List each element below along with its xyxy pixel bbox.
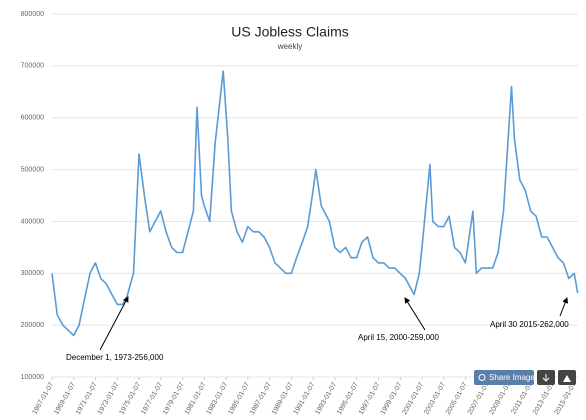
x-tick-label: 1997-01-07 xyxy=(358,381,382,416)
x-tick-label: 2009-01-07 xyxy=(488,381,512,416)
x-tick-label: 2015-01-07 xyxy=(554,381,578,416)
x-tick-label: 1985-01-07 xyxy=(227,381,251,416)
y-tick-label: 300000 xyxy=(21,270,44,277)
x-tick-label: 1975-01-07 xyxy=(118,381,142,416)
arrow xyxy=(99,296,129,351)
x-tick-label: 1973-01-07 xyxy=(97,381,121,416)
y-tick-label: 800000 xyxy=(21,11,44,18)
x-tick-label: 2001-01-07 xyxy=(401,381,425,416)
x-tick-label: 2007-01-07 xyxy=(467,381,491,416)
x-tick-label: 1969-01-07 xyxy=(53,381,77,416)
x-tick-label: 1967-01-07 xyxy=(31,381,55,416)
y-tick-label: 700000 xyxy=(21,63,44,70)
annotation: April 15, 2000-259,000 xyxy=(358,333,440,342)
line xyxy=(51,70,579,337)
share-button[interactable]: Share Image xyxy=(474,370,535,385)
chart-title: US Jobless Claims xyxy=(231,24,348,40)
arrow xyxy=(404,297,426,331)
x-tick-label: 1993-01-07 xyxy=(314,381,338,416)
x-tick-label: 1971-01-07 xyxy=(75,381,99,416)
arrow xyxy=(559,297,568,317)
y-tick-label: 100000 xyxy=(21,374,44,381)
x-tick-label: 1977-01-07 xyxy=(140,381,164,416)
x-tick-label: 1991-01-07 xyxy=(293,381,317,416)
x-tick-label: 1989-01-07 xyxy=(271,381,295,416)
x-tick-label: 1979-01-07 xyxy=(162,381,186,416)
x-tick-label: 2013-01-07 xyxy=(532,381,556,416)
annotation: December 1, 1973-256,000 xyxy=(66,353,164,362)
y-tick-label: 600000 xyxy=(21,115,44,122)
annotation: April 30 2015-262,000 xyxy=(490,320,569,329)
y-tick-label: 500000 xyxy=(21,166,44,173)
x-tick-label: 1999-01-07 xyxy=(380,381,404,416)
y-tick-label: 200000 xyxy=(21,322,44,329)
chart-subtitle: weekly xyxy=(277,42,302,51)
x-tick-label: 2011-01-07 xyxy=(510,381,534,415)
y-tick-label: 400000 xyxy=(21,218,44,225)
x-tick-label: 1983-01-07 xyxy=(205,381,229,416)
x-tick-label: 2003-01-07 xyxy=(423,381,447,416)
x-tick-label: 1981-01-07 xyxy=(184,381,208,416)
share-label[interactable]: Share Image xyxy=(489,373,535,382)
x-tick-label: 1987-01-07 xyxy=(249,381,273,416)
drive-icon xyxy=(563,375,571,382)
download-icon xyxy=(542,374,550,382)
x-tick-label: 1995-01-07 xyxy=(336,381,360,416)
x-tick-label: 2005-01-07 xyxy=(445,381,469,416)
